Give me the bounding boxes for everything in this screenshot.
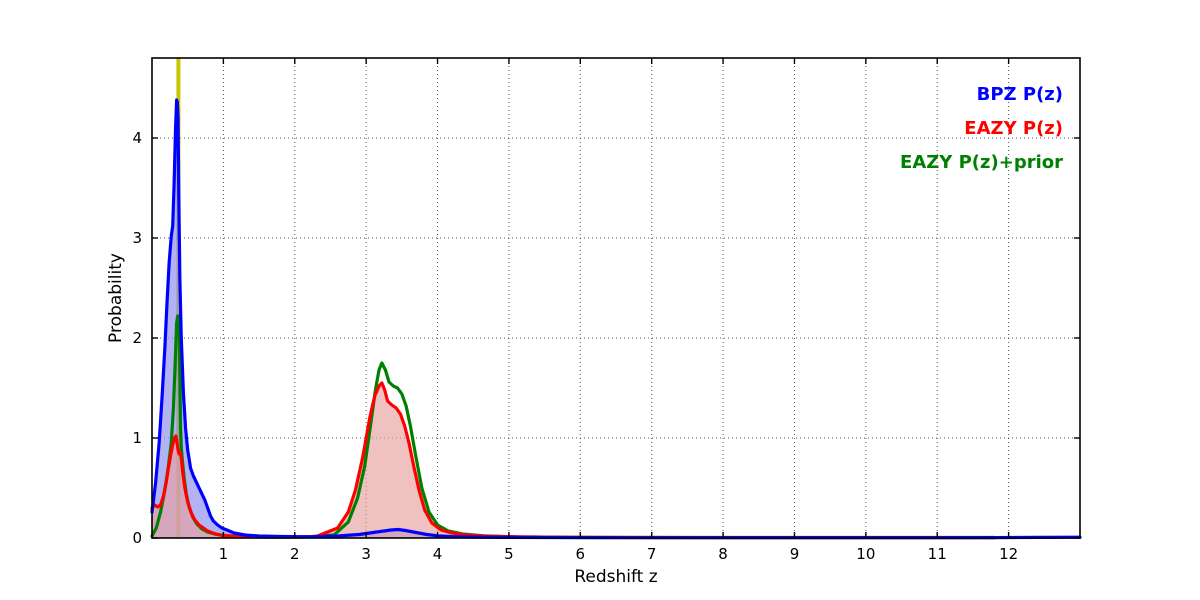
x-tick-label: 5 bbox=[504, 545, 514, 563]
series-curve bbox=[150, 381, 996, 540]
series-fill bbox=[152, 383, 995, 538]
x-tick-label: 4 bbox=[433, 545, 443, 563]
x-tick-label: 10 bbox=[856, 545, 875, 563]
legend: BPZ P(z) EAZY P(z) EAZY P(z)+prior bbox=[900, 84, 1063, 173]
plot-area-background bbox=[152, 58, 1080, 538]
x-tick-label: 9 bbox=[790, 545, 800, 563]
x-axis-label: Redshift z bbox=[574, 567, 657, 587]
axis-ticks bbox=[152, 58, 1080, 539]
x-tick-label: 6 bbox=[576, 545, 586, 563]
x-tick-label: 1 bbox=[219, 545, 229, 563]
y-axis-label: Probability bbox=[106, 253, 126, 343]
x-tick-label: 12 bbox=[999, 545, 1018, 563]
legend-entry: EAZY P(z)+prior bbox=[900, 152, 1063, 173]
y-tick-label: 3 bbox=[132, 229, 142, 247]
x-tick-label: 2 bbox=[290, 545, 300, 563]
y-tick-label: 0 bbox=[132, 529, 142, 547]
x-tick-label: 8 bbox=[718, 545, 728, 563]
y-tick-label: 1 bbox=[132, 429, 142, 447]
x-tick-label: 7 bbox=[647, 545, 657, 563]
gridlines bbox=[152, 58, 1080, 538]
legend-entry: BPZ P(z) bbox=[977, 84, 1063, 105]
y-tick-label: 4 bbox=[132, 129, 142, 147]
x-tick-label: 3 bbox=[361, 545, 371, 563]
legend-entry: EAZY P(z) bbox=[964, 118, 1063, 139]
x-tick-label: 11 bbox=[928, 545, 947, 563]
plot-frame bbox=[151, 57, 1081, 539]
y-tick-label: 2 bbox=[132, 329, 142, 347]
series-fills bbox=[152, 100, 1080, 538]
